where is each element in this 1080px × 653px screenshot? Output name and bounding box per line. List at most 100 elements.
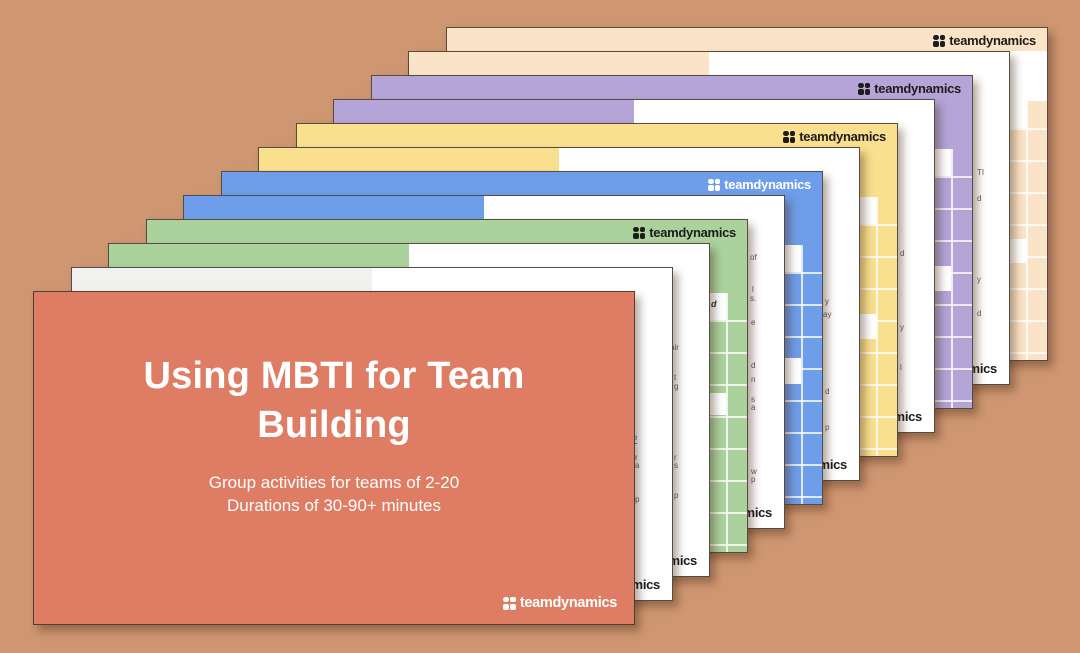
body-text-fragment: d	[825, 387, 830, 396]
body-text-fragment: y	[977, 275, 981, 284]
body-text-fragment: s.	[750, 294, 757, 303]
table-gridline	[859, 448, 897, 450]
body-text-fragment: d	[900, 249, 905, 258]
deck-title: Using MBTI for Team Building	[72, 352, 596, 451]
worksheet-table-column	[1009, 101, 1047, 360]
table-filled-cell	[859, 314, 876, 339]
table-gridline	[784, 304, 822, 306]
table-gridline	[726, 293, 728, 552]
body-text-fragment: p	[635, 495, 640, 504]
teamdynamics-logo-wordmark: teamdynamics	[519, 595, 617, 611]
table-filled-cell	[784, 358, 801, 384]
body-text-fragment: r	[674, 453, 677, 462]
body-text-fragment: a	[751, 403, 756, 412]
body-text-fragment: l	[900, 363, 902, 372]
teamdynamics-logo-mark-icon	[858, 82, 871, 95]
teamdynamics-logo-mark-icon	[783, 130, 796, 143]
body-text-fragment: d	[751, 361, 756, 370]
table-gridline	[1009, 352, 1047, 354]
table-gridline	[934, 400, 972, 402]
body-text-fragment: s	[751, 395, 755, 404]
body-text-fragment: y	[825, 297, 829, 306]
teamdynamics-logo-mark-icon	[633, 226, 646, 239]
body-text-fragment: e	[751, 318, 756, 327]
deck-title-line1: Using MBTI for Team	[143, 355, 525, 397]
table-gridline	[859, 416, 897, 418]
worksheet-table-column	[934, 149, 972, 408]
teamdynamics-logo: teamdynamics	[783, 129, 886, 144]
body-text-fragment: s	[674, 461, 678, 470]
slide-header-band	[447, 28, 1047, 51]
table-gridline	[1009, 320, 1047, 322]
table-header-cell	[934, 149, 951, 176]
table-gridline	[934, 176, 972, 178]
table-gridline	[709, 544, 747, 546]
deck-subtitle-line2: Durations of 30-90+ minutes	[226, 495, 442, 515]
table-gridline	[1026, 101, 1028, 360]
body-text-fragment: y	[900, 323, 904, 332]
teamdynamics-logo-wordmark: teamdynamics	[724, 177, 811, 192]
teamdynamics-logo: teamdynamics	[502, 595, 617, 611]
table-gridline	[1009, 256, 1047, 258]
body-text-fragment: p	[674, 491, 679, 500]
table-gridline	[859, 288, 897, 290]
table-gridline	[934, 368, 972, 370]
table-header-cell: d	[709, 293, 726, 320]
teamdynamics-logo: teamdynamics	[858, 81, 961, 96]
table-gridline	[709, 320, 747, 322]
teamdynamics-logo-wordmark: teamdynamics	[799, 129, 886, 144]
teamdynamics-logo: teamdynamics	[708, 177, 811, 192]
table-filled-cell	[709, 393, 726, 415]
table-gridline	[859, 384, 897, 386]
teamdynamics-logo-mark-icon	[708, 178, 721, 191]
teamdynamics-logo-wordmark: teamdynamics	[949, 33, 1036, 48]
table-gridline	[784, 464, 822, 466]
table-gridline	[784, 496, 822, 498]
worksheet-table-column	[784, 245, 822, 504]
table-filled-cell	[934, 266, 951, 291]
body-text-fragment: p	[751, 475, 756, 484]
slide-card-title-card: Using MBTI for Team Building Group activit…	[33, 291, 635, 625]
body-text-fragment: r	[635, 453, 638, 462]
table-gridline	[934, 304, 972, 306]
body-text-fragment: g	[674, 382, 679, 391]
body-text-fragment: a	[635, 461, 640, 470]
table-gridline	[709, 480, 747, 482]
teamdynamics-logo: teamdynamics	[633, 225, 736, 240]
table-gridline	[951, 149, 953, 408]
deck-subtitle-line1: Group activities for teams of 2-20	[208, 472, 460, 492]
table-gridline	[859, 352, 897, 354]
table-header-cell	[1009, 101, 1026, 128]
teamdynamics-logo-wordmark: teamdynamics	[649, 225, 736, 240]
teamdynamics-logo-wordmark: teamdynamics	[874, 81, 961, 96]
table-gridline	[859, 224, 897, 226]
body-text-fragment: w	[751, 467, 757, 476]
table-gridline	[1009, 288, 1047, 290]
table-gridline	[709, 512, 747, 514]
table-gridline	[1009, 128, 1047, 130]
body-text-fragment: t	[674, 373, 677, 382]
body-text-fragment: n	[751, 375, 756, 384]
table-gridline	[859, 320, 897, 322]
body-text-fragment: ay	[823, 310, 832, 319]
deck-title-line2: Building	[257, 404, 411, 447]
table-gridline	[784, 432, 822, 434]
title-slide-content: Using MBTI for Team Building Group activit…	[34, 292, 634, 624]
body-text-fragment: TI	[977, 168, 985, 177]
table-gridline	[709, 448, 747, 450]
table-gridline	[876, 197, 878, 456]
body-text-fragment: of	[750, 253, 757, 262]
body-text-fragment: d	[977, 194, 982, 203]
teamdynamics-logo-mark-icon	[502, 596, 516, 610]
table-gridline	[1009, 224, 1047, 226]
deck-subtitle: Group activities for teams of 2-20 Durati…	[34, 472, 634, 518]
table-gridline	[934, 240, 972, 242]
worksheet-table-column: d	[709, 293, 747, 552]
link-text-fragment[interactable]: e	[633, 433, 638, 444]
table-gridline	[934, 208, 972, 210]
table-gridline	[709, 384, 747, 386]
body-text-fragment: d	[977, 309, 982, 318]
teamdynamics-logo: teamdynamics	[933, 33, 1036, 48]
table-gridline	[709, 416, 747, 418]
